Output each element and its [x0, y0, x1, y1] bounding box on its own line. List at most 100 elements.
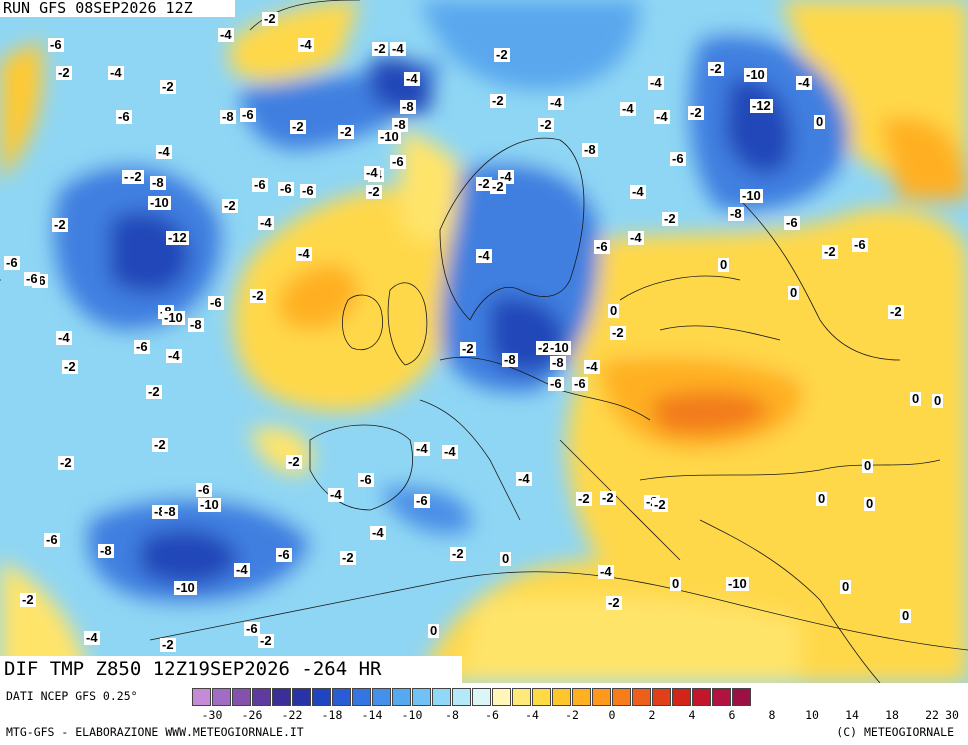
contour-value-label: -2: [708, 61, 724, 76]
contour-value-label: -8: [550, 355, 566, 370]
colorbar-tick-labels: -30 -26 -22 -18 -14 -10 -8 -6 -4 -2 0 2 4 6 8 10 14 18 22 3…: [0, 708, 968, 722]
colorbar-tick-label: -30: [201, 708, 223, 722]
colorbar-swatch: [512, 688, 531, 706]
contour-value-label: -4: [796, 75, 812, 90]
copyright: (C) METEOGIORNALE: [836, 725, 954, 739]
colorbar-swatch: [612, 688, 631, 706]
contour-value-label: 0: [864, 496, 876, 511]
contour-value-label: -6: [44, 532, 60, 547]
contour-value-label: 0: [910, 391, 922, 406]
colorbar-swatch: [352, 688, 371, 706]
contour-value-label: -4: [258, 215, 274, 230]
contour-value-label: -2: [20, 592, 36, 607]
colorbar: [192, 688, 752, 706]
contour-value-label: -10: [548, 340, 571, 355]
colorbar-swatch: [712, 688, 731, 706]
contour-value-label: -6: [784, 215, 800, 230]
colorbar-swatch: [472, 688, 491, 706]
contour-value-label: -2: [56, 65, 72, 80]
contour-value-label: -8: [162, 504, 178, 519]
contour-value-label: -4: [414, 441, 430, 456]
contour-value-label: -4: [404, 71, 420, 86]
temperature-anomaly-map: -2 -4 -4 -6 -2 -4 -2 -6 -2 -2 -4 -4 -4 -6 -8 -8 -2 -10 -4-…: [0, 0, 968, 683]
contour-value-label: -2: [576, 491, 592, 506]
colorbar-tick-label: 8: [768, 708, 776, 722]
contour-value-label: -10: [726, 576, 749, 591]
contour-value-label: -2: [494, 47, 510, 62]
contour-value-label: -2: [652, 497, 668, 512]
colorbar-tick-label: -2: [565, 708, 579, 722]
contour-value-label: -4: [56, 330, 72, 345]
contour-value-label: -6: [240, 107, 256, 122]
contour-value-label: -6: [48, 37, 64, 52]
contour-value-label: -4: [364, 165, 380, 180]
contour-value-label: -8: [502, 352, 518, 367]
contour-value-label: -6: [116, 109, 132, 124]
contour-value-label: -4: [584, 359, 600, 374]
contour-value-label: -10: [198, 497, 221, 512]
colorbar-swatch: [312, 688, 331, 706]
contour-value-label: -4: [84, 630, 100, 645]
contour-value-label: -4: [370, 525, 386, 540]
contour-value-label: 0: [788, 285, 800, 300]
contour-value-label: -2: [152, 437, 168, 452]
colorbar-swatch: [452, 688, 471, 706]
contour-value-label: -4: [648, 75, 664, 90]
contour-value-label: -4: [166, 348, 182, 363]
contour-value-label: -4: [620, 101, 636, 116]
contour-value-label: -2: [822, 244, 838, 259]
contour-value-label: -8: [98, 543, 114, 558]
contour-value-label: -4: [328, 487, 344, 502]
contour-value-label: -2: [450, 546, 466, 561]
contour-value-label: -2: [160, 79, 176, 94]
contour-value-label: -6: [4, 255, 20, 270]
contour-value-label: -6: [852, 237, 868, 252]
contour-value-label: -6: [572, 376, 588, 391]
contour-value-label: -2: [258, 633, 274, 648]
colorbar-tick-label: 2: [648, 708, 656, 722]
contour-value-label: -2: [372, 41, 388, 56]
data-source-label: DATI NCEP GFS 0.25°: [6, 689, 138, 703]
colorbar-tick-label: -22: [281, 708, 303, 722]
colorbar-tick-label: 30: [945, 708, 959, 722]
field-title: DIF TMP Z850 12Z19SEP2026 -264 HR: [0, 656, 462, 683]
contour-value-label: -2: [222, 198, 238, 213]
contour-value-label: -10: [148, 195, 171, 210]
colorbar-swatch: [572, 688, 591, 706]
coastlines: [0, 0, 968, 683]
contour-value-label: -2: [160, 637, 176, 652]
contour-value-label: -2: [290, 119, 306, 134]
contour-value-label: 0: [862, 458, 874, 473]
contour-value-label: -10: [162, 310, 185, 325]
contour-value-label: -2: [600, 490, 616, 505]
contour-value-label: -4: [476, 248, 492, 263]
colorbar-swatch: [632, 688, 651, 706]
contour-value-label: -4: [156, 144, 172, 159]
contour-value-label: -2: [888, 304, 904, 319]
colorbar-swatch: [192, 688, 211, 706]
contour-value-label: -2: [688, 105, 704, 120]
credits-left: MTG-GFS - ELABORAZIONE WWW.METEOGIORNALE…: [6, 725, 304, 739]
colorbar-swatch: [292, 688, 311, 706]
contour-value-label: 0: [816, 491, 828, 506]
colorbar-tick-label: 0: [608, 708, 616, 722]
contour-value-label: -6: [134, 339, 150, 354]
colorbar-swatch: [532, 688, 551, 706]
contour-value-label: -4: [390, 41, 406, 56]
contour-value-label: -10: [378, 129, 401, 144]
contour-value-label: -12: [750, 98, 773, 113]
contour-value-label: -8: [188, 317, 204, 332]
contour-value-label: 0: [840, 579, 852, 594]
contour-value-label: -2: [62, 359, 78, 374]
colorbar-tick-label: -10: [401, 708, 423, 722]
contour-value-label: -6: [414, 493, 430, 508]
contour-value-label: -6: [300, 183, 316, 198]
contour-value-label: -6: [548, 376, 564, 391]
colorbar-tick-label: -4: [525, 708, 539, 722]
run-title: RUN GFS 08SEP2026 12Z: [0, 0, 235, 17]
contour-value-label: -4: [218, 27, 234, 42]
contour-value-label: -4: [598, 564, 614, 579]
colorbar-swatch: [552, 688, 571, 706]
contour-value-label: -4: [442, 444, 458, 459]
colorbar-tick-label: -8: [445, 708, 459, 722]
